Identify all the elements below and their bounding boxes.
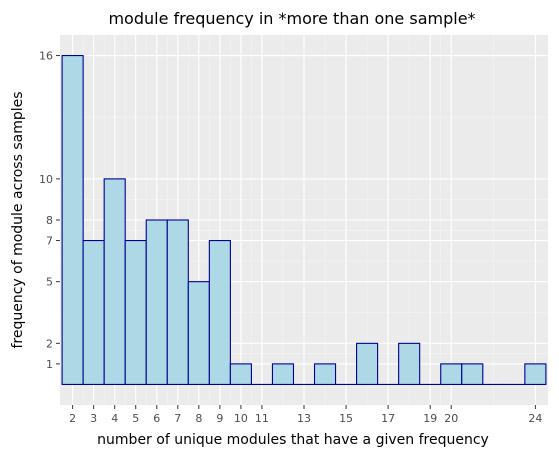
x-tick-label: 24 [528,412,542,425]
bar [166,219,189,385]
x-tick-label: 11 [255,412,269,425]
bar [187,281,210,385]
bar [440,363,463,385]
y-tick-label: 5 [46,276,53,289]
x-tick-label: 20 [444,412,458,425]
bar [271,363,295,385]
x-tick-label: 5 [132,412,139,425]
bar [398,342,421,385]
bar [208,240,231,385]
y-axis-title: frequency of module across samples [10,91,26,348]
chart-title: module frequency in *more than one sampl… [108,9,475,28]
x-tick-label: 17 [381,412,395,425]
bar [61,55,84,385]
x-tick-label: 3 [90,412,97,425]
x-tick-label: 19 [423,412,437,425]
bar [356,342,379,385]
y-tick-label: 7 [46,235,53,248]
y-tick-label: 1 [46,358,53,371]
x-axis: 2 3 4 5 6 7 8 9 10 11 13 15 17 19 20 24 [69,405,542,425]
x-tick-label: 7 [174,412,181,425]
x-tick-label: 6 [153,412,160,425]
x-axis-title: number of unique modules that have a giv… [97,432,489,448]
y-tick-label: 8 [46,214,53,227]
x-tick-label: 2 [69,412,76,425]
x-tick-label: 15 [339,412,353,425]
x-tick-label: 10 [234,412,248,425]
y-tick-label: 10 [39,173,53,186]
bar [524,363,547,385]
x-tick-label: 4 [111,412,118,425]
bar [82,240,105,385]
x-tick-label: 9 [216,412,223,425]
bar [124,240,147,385]
y-tick-label: 2 [46,337,53,350]
bar [103,178,126,385]
bars [61,55,547,385]
y-axis: 1 2 5 7 8 10 16 [39,50,60,371]
x-tick-label: 8 [195,412,202,425]
x-tick-label: 13 [297,412,311,425]
bar [313,363,337,385]
y-tick-label: 16 [39,50,53,63]
bar [461,363,484,385]
bar [145,219,168,385]
bar [229,363,252,385]
